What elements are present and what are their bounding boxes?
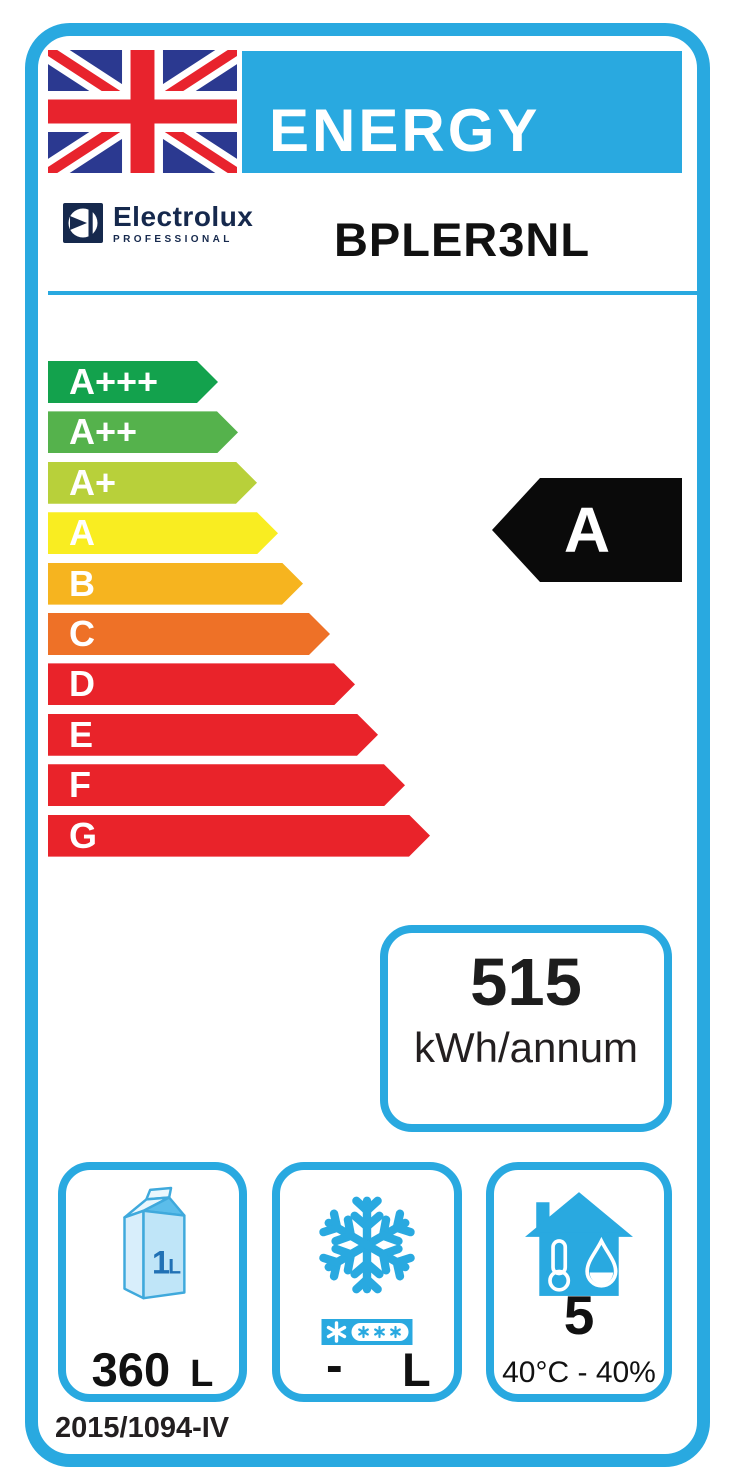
rating-class-ap: A+ bbox=[48, 462, 257, 504]
fridge-volume-value: 360 bbox=[91, 1343, 171, 1396]
rating-class-d: D bbox=[48, 663, 355, 705]
climate-class-box: 5 40°C - 40% bbox=[486, 1162, 672, 1402]
climate-class-value: 5 bbox=[563, 1284, 595, 1346]
rating-class-b: B bbox=[48, 563, 303, 605]
brand-name: Electrolux bbox=[113, 201, 254, 232]
consumption-unit: kWh/annum bbox=[413, 1024, 639, 1071]
rating-class-label: A++ bbox=[69, 411, 138, 453]
rating-class-label: E bbox=[69, 713, 94, 755]
electrolux-logo-icon bbox=[63, 203, 103, 243]
regulation-reference: 2015/1094-IV bbox=[55, 1412, 230, 1444]
rating-class-label: F bbox=[69, 764, 91, 806]
brand-logo: Electrolux PROFESSIONAL bbox=[63, 203, 253, 245]
fridge-volume: 360 L bbox=[66, 1342, 239, 1397]
rating-class-label: C bbox=[69, 613, 95, 654]
freezer-volume-box: - L bbox=[272, 1162, 462, 1402]
climate-condition: 40°C - 40% bbox=[502, 1356, 656, 1389]
energy-banner: ENERGY bbox=[242, 51, 682, 173]
rating-class-f: F bbox=[48, 764, 405, 806]
fridge-volume-box: 1 L 360 L bbox=[58, 1162, 247, 1402]
rating-value: A bbox=[563, 494, 611, 566]
rating-scale: A+++ A++ A+ A B C D E F G bbox=[48, 361, 448, 867]
rating-class-appp: A+++ bbox=[48, 361, 218, 403]
rating-class-c: C bbox=[48, 613, 330, 655]
rating-class-label: A+ bbox=[69, 461, 117, 503]
rating-class-label: A+++ bbox=[69, 361, 159, 402]
energy-title: ENERGY bbox=[269, 97, 541, 164]
rating-class-label: G bbox=[69, 814, 98, 856]
freezer-star-rating-icon bbox=[321, 1319, 413, 1350]
rating-class-g: G bbox=[48, 815, 430, 857]
rating-class-label: B bbox=[69, 562, 95, 604]
house-climate-icon bbox=[523, 1192, 635, 1301]
rating-class-label: A bbox=[69, 512, 95, 554]
brand-sub: PROFESSIONAL bbox=[113, 234, 233, 245]
freezer-volume-unit: L bbox=[402, 1343, 431, 1396]
consumption-box: 515 kWh/annum bbox=[380, 925, 672, 1132]
rating-class-app: A++ bbox=[48, 411, 238, 453]
consumption-value: 515 bbox=[470, 945, 582, 1020]
freezer-volume-value: - bbox=[326, 1337, 343, 1393]
model-name: BPLER3NL bbox=[333, 213, 591, 266]
brand-text: Electrolux PROFESSIONAL bbox=[113, 201, 254, 246]
rating-class-label: D bbox=[69, 663, 95, 705]
snowflake-icon bbox=[314, 1192, 420, 1303]
separator-line bbox=[48, 291, 697, 295]
carton-unit: L bbox=[168, 1256, 181, 1279]
rating-class-a: A bbox=[48, 512, 278, 554]
rating-class-e: E bbox=[48, 714, 378, 756]
milk-carton-icon: 1 L bbox=[115, 1186, 191, 1309]
fridge-volume-unit: L bbox=[190, 1353, 214, 1395]
carton-volume: 1 bbox=[152, 1245, 170, 1281]
uk-flag-icon bbox=[41, 40, 244, 183]
